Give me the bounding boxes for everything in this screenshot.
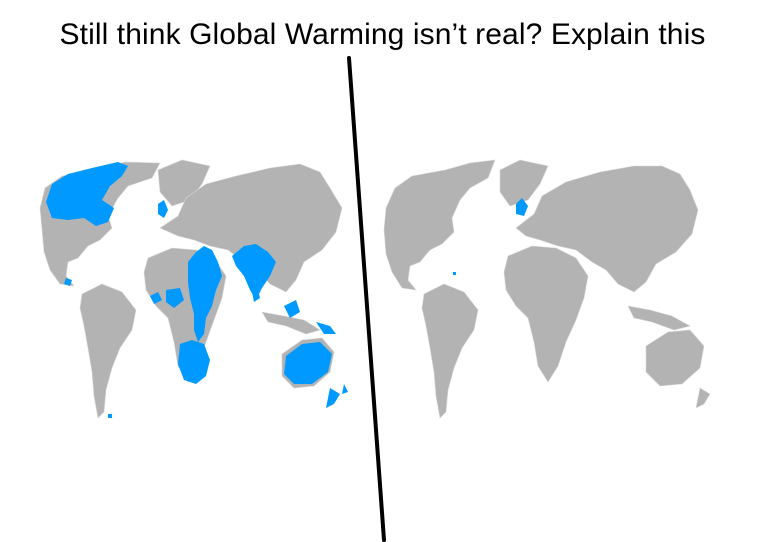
eurasia-landmass: [515, 165, 699, 293]
south-america-landmass: [421, 283, 479, 419]
caribbean-islands-highlight: [64, 278, 72, 286]
papua-new-guinea-highlight: [316, 322, 336, 334]
indonesia-landmass: [261, 311, 321, 335]
greenland-landmass: [499, 159, 549, 207]
indonesia-landmass: [627, 305, 691, 331]
south-america-landmass: [79, 283, 137, 419]
right-highlights: [453, 198, 528, 275]
meme-caption: Still think Global Warming isn’t real? E…: [59, 18, 706, 51]
africa-landmass: [503, 245, 589, 383]
canada-highlight: [46, 162, 128, 226]
new-zealand-highlight: [326, 384, 348, 408]
left-highlights: [46, 162, 348, 418]
divider-line: [347, 56, 386, 542]
sri-lanka-highlight: [252, 290, 260, 302]
eurasia-landmass: [159, 163, 343, 293]
east-africa-highlight: [188, 246, 222, 342]
right-world-map: [383, 159, 711, 419]
australia-highlight: [284, 342, 332, 384]
new-zealand-landmass: [695, 387, 711, 409]
australia-landmass: [645, 329, 705, 387]
malaysia-borneo-highlight: [284, 300, 300, 318]
southern-africa-highlight: [178, 340, 210, 384]
north-america-landmass: [383, 159, 496, 291]
falklands-highlight: [108, 414, 112, 418]
south-asia-highlight: [232, 244, 276, 300]
caribbean-islands-highlight: [453, 272, 456, 275]
british-isles-highlight: [516, 198, 528, 216]
west-africa-coast-highlight: [150, 288, 184, 308]
british-isles-highlight: [158, 200, 168, 218]
